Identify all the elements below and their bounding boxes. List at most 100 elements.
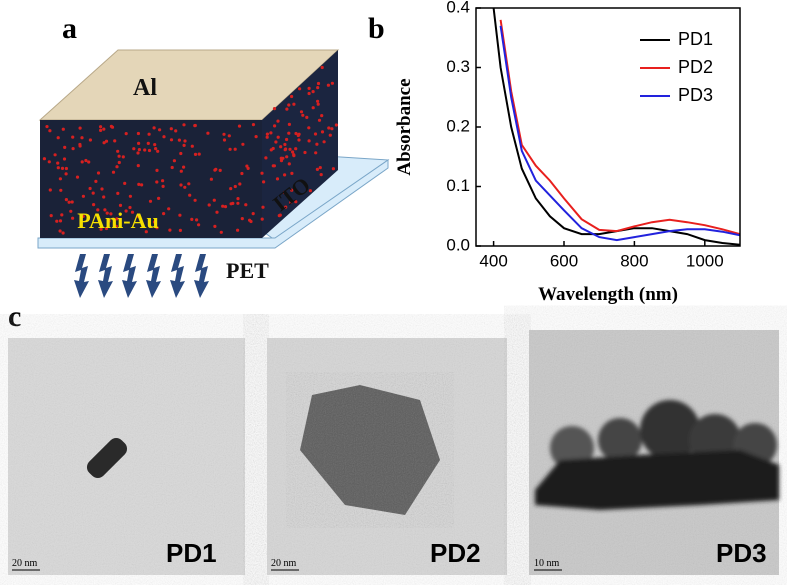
nanoparticle: [271, 146, 275, 151]
nanoparticle: [137, 141, 141, 145]
nanoparticle: [183, 139, 187, 143]
nanoparticle: [109, 212, 113, 216]
nanoparticle: [67, 200, 71, 204]
y-tick-label: 0.0: [446, 235, 470, 254]
nanoparticle: [218, 168, 222, 172]
nanoparticle: [237, 124, 242, 128]
nanoparticle: [157, 196, 161, 200]
nanoparticle: [178, 213, 182, 217]
nanoparticle: [229, 187, 233, 191]
nanoparticle: [251, 212, 255, 216]
nanoparticle: [170, 165, 174, 170]
nanoparticle: [78, 142, 82, 147]
nanoparticle: [227, 134, 231, 138]
chart: Wavelength (nm) Absorbance 0.0 0.1 0.2 0.3 0…: [394, 0, 741, 305]
tem-image: PD3 10 nm: [529, 330, 779, 575]
nanoparticle: [113, 139, 117, 143]
nanoparticle: [128, 194, 132, 198]
nanoparticle: [132, 147, 136, 151]
nanoparticle: [193, 152, 198, 156]
y-tick-label: 0.1: [446, 176, 470, 195]
nanoparticle: [294, 200, 298, 204]
nanoparticle: [251, 123, 256, 127]
nanoparticle: [102, 127, 106, 131]
nanoparticle: [307, 91, 311, 96]
nanoparticle: [182, 123, 186, 127]
nanoparticle: [88, 138, 92, 142]
light-arrow: [146, 254, 161, 298]
nanoparticle: [56, 161, 60, 165]
nanoparticle: [262, 180, 266, 184]
nanoparticle: [146, 141, 150, 145]
nanoparticle: [148, 199, 153, 203]
nanoparticle: [248, 218, 252, 222]
nanoparticle: [292, 102, 296, 106]
nanoparticle: [162, 212, 166, 216]
particle: [86, 437, 128, 479]
nanoparticle: [241, 142, 245, 146]
series-line: [499, 19, 740, 236]
nanoparticle: [136, 214, 140, 218]
series-line: [499, 25, 740, 242]
nanoparticle: [233, 147, 237, 151]
nanoparticle: [100, 187, 104, 191]
nanoparticle: [102, 141, 106, 145]
nanoparticle: [99, 128, 103, 132]
nanoparticle: [110, 125, 115, 129]
nanoparticle: [71, 147, 75, 151]
nanoparticle: [137, 182, 141, 186]
nanoparticle: [277, 214, 281, 218]
nanoparticle: [322, 140, 326, 144]
tem-image: PD2 20 nm: [267, 338, 507, 575]
nanoparticle: [292, 153, 296, 157]
nanoparticle: [162, 135, 166, 139]
nanoparticle: [99, 125, 103, 129]
nanoparticle: [240, 217, 244, 221]
nanoparticle: [284, 147, 288, 151]
nanoparticle: [136, 164, 140, 168]
light-arrow: [194, 254, 209, 298]
nanoparticle: [287, 103, 291, 107]
x-tick-label: 400: [479, 251, 507, 270]
nanoparticle: [143, 148, 147, 152]
nanoparticle: [285, 137, 289, 142]
nanoparticle: [118, 203, 123, 207]
nanoparticle: [328, 133, 332, 137]
particle: [535, 400, 779, 510]
nanoparticle: [282, 191, 287, 195]
image-label: PD2: [430, 538, 481, 568]
nanoparticle: [179, 151, 183, 156]
nanoparticle: [275, 177, 280, 181]
nanoparticle: [58, 219, 63, 223]
nanoparticle: [169, 138, 174, 142]
nanoparticle: [288, 147, 292, 151]
nanoparticles: [42, 65, 338, 235]
nanoparticle: [117, 160, 121, 165]
nanoparticle: [320, 114, 324, 118]
nanoparticle: [316, 102, 320, 106]
nanoparticle: [307, 126, 311, 130]
nanoparticle: [80, 136, 84, 140]
nanoparticle: [61, 231, 65, 235]
nanoparticle: [153, 143, 157, 147]
legend-label: PD1: [678, 29, 713, 49]
nanoparticle: [222, 132, 226, 136]
nanoparticle: [177, 138, 181, 142]
nanoparticle: [317, 118, 322, 122]
nanoparticle: [222, 138, 227, 142]
nanoparticle: [287, 131, 291, 135]
nanoparticle: [137, 148, 141, 152]
image-label: PD3: [716, 538, 767, 568]
nanoparticle: [130, 210, 135, 214]
nanoparticle: [311, 90, 315, 94]
nanoparticle: [271, 164, 275, 168]
nanoparticle: [174, 129, 178, 133]
nanoparticle: [107, 219, 111, 223]
scale-bar-label: 20 nm: [12, 558, 38, 569]
nanoparticle: [182, 165, 186, 169]
nanoparticle: [311, 106, 315, 110]
nanoparticle: [228, 147, 232, 151]
light-arrow: [98, 254, 113, 298]
nanoparticle: [87, 160, 91, 164]
